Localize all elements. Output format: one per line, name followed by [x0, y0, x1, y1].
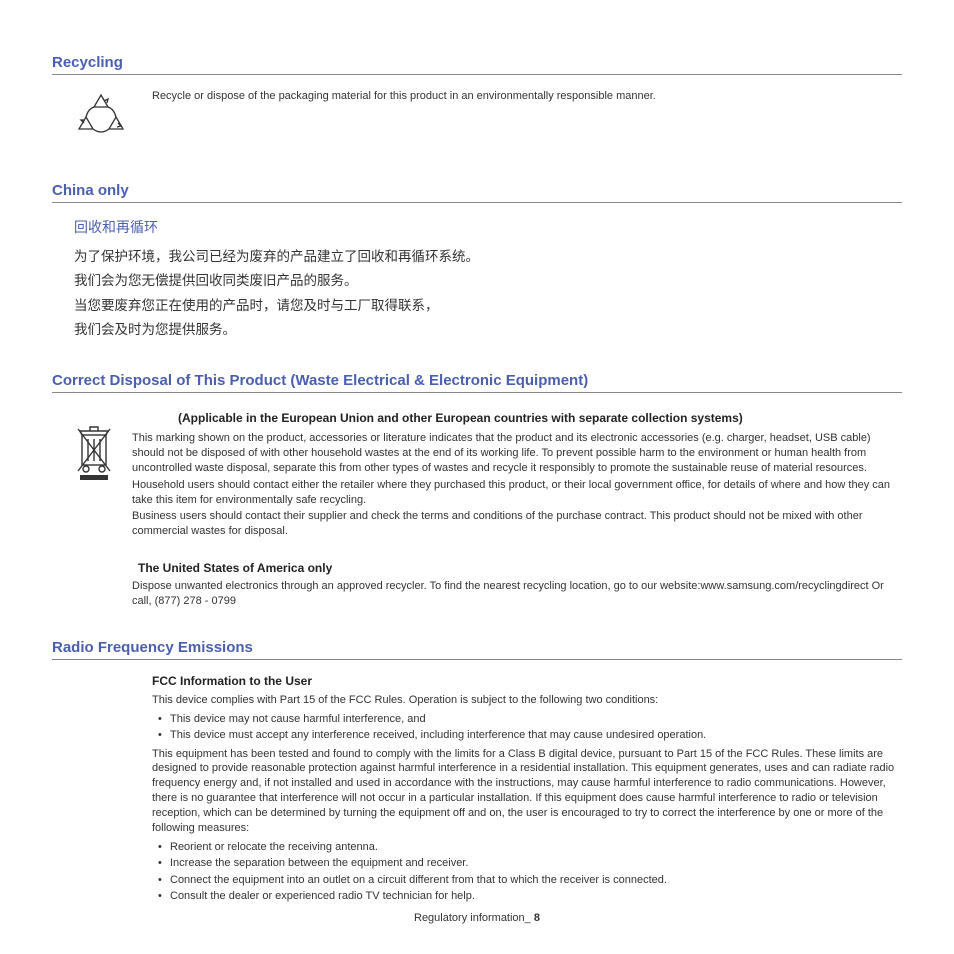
radio-sub: FCC Information to the User: [152, 674, 902, 688]
radio-measure: Consult the dealer or experienced radio …: [152, 888, 902, 905]
china-line: 我们会及时为您提供服务。: [74, 318, 902, 342]
china-subheading: 回收和再循环: [74, 217, 902, 237]
weee-bin-icon: [74, 407, 114, 611]
disposal-us-sub: The United States of America only: [138, 561, 902, 575]
disposal-row: (Applicable in the European Union and ot…: [52, 407, 902, 611]
radio-measure: Increase the separation between the equi…: [152, 855, 902, 872]
radio-section: Radio Frequency Emissions FCC Informatio…: [52, 639, 902, 905]
radio-condition: This device must accept any interference…: [152, 727, 902, 744]
radio-condition: This device may not cause harmful interf…: [152, 711, 902, 728]
recycling-heading: Recycling: [52, 54, 902, 75]
disposal-eu-p3: Business users should contact their supp…: [132, 509, 902, 539]
disposal-text-col: (Applicable in the European Union and ot…: [132, 407, 902, 611]
china-section: China only 回收和再循环 为了保护环境，我公司已经为废弃的产品建立了回…: [52, 182, 902, 342]
china-line: 我们会为您无偿提供回收同类废旧产品的服务。: [74, 269, 902, 293]
radio-measure: Connect the equipment into an outlet on …: [152, 872, 902, 889]
radio-body: This equipment has been tested and found…: [152, 747, 902, 836]
disposal-eu-p2: Household users should contact either th…: [132, 478, 902, 508]
radio-measures-list: Reorient or relocate the receiving anten…: [152, 839, 902, 905]
disposal-us-body: Dispose unwanted electronics through an …: [132, 579, 902, 609]
footer-label: Regulatory information_: [414, 912, 531, 924]
disposal-heading: Correct Disposal of This Product (Waste …: [52, 372, 902, 393]
footer-page: 8: [534, 912, 540, 924]
radio-conditions-list: This device may not cause harmful interf…: [152, 711, 902, 744]
china-heading: China only: [52, 182, 902, 203]
recycling-body: Recycle or dispose of the packaging mate…: [152, 89, 902, 104]
recycling-row: Recycle or dispose of the packaging mate…: [52, 89, 902, 148]
china-body: 为了保护环境，我公司已经为废弃的产品建立了回收和再循环系统。 我们会为您无偿提供…: [74, 245, 902, 342]
disposal-eu-sub: (Applicable in the European Union and ot…: [178, 411, 902, 425]
radio-measure: Reorient or relocate the receiving anten…: [152, 839, 902, 856]
page-footer: Regulatory information_ 8: [0, 912, 954, 924]
disposal-eu-p1: This marking shown on the product, acces…: [132, 431, 902, 476]
recycling-section: Recycling Recycle or dispose of the pack…: [52, 54, 902, 148]
china-line: 当您要废弃您正在使用的产品时，请您及时与工厂取得联系，: [74, 294, 902, 318]
china-line: 为了保护环境，我公司已经为废弃的产品建立了回收和再循环系统。: [74, 245, 902, 269]
radio-intro: This device complies with Part 15 of the…: [152, 693, 902, 708]
radio-content: FCC Information to the User This device …: [52, 674, 902, 905]
recycle-icon: [74, 89, 128, 148]
disposal-section: Correct Disposal of This Product (Waste …: [52, 372, 902, 611]
radio-heading: Radio Frequency Emissions: [52, 639, 902, 660]
